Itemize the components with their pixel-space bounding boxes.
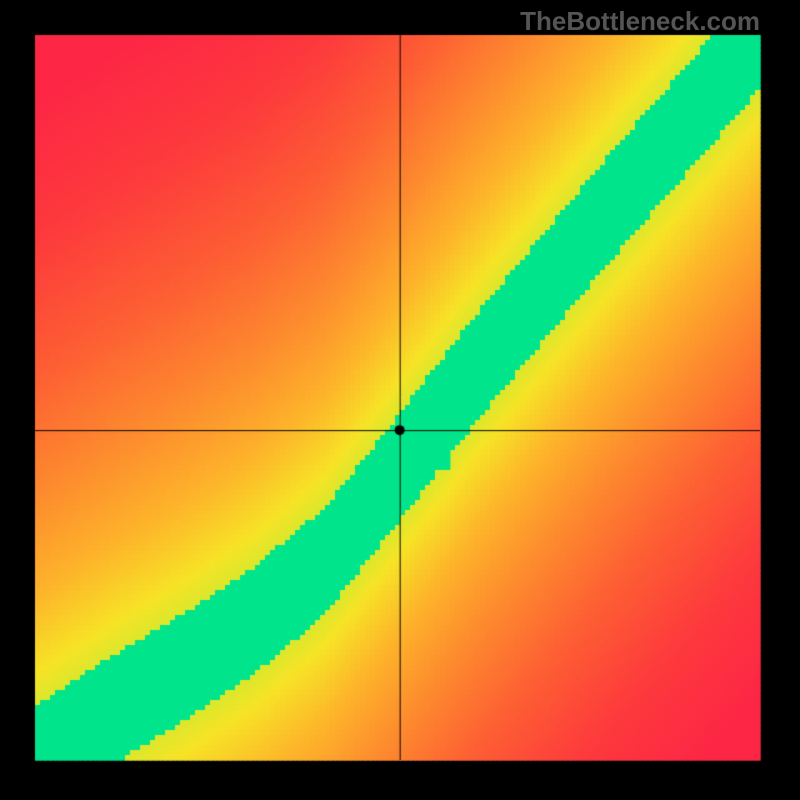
crosshair-overlay: [0, 0, 800, 800]
chart-container: { "canvas": { "width": 800, "height": 80…: [0, 0, 800, 800]
watermark-text: TheBottleneck.com: [520, 6, 760, 37]
